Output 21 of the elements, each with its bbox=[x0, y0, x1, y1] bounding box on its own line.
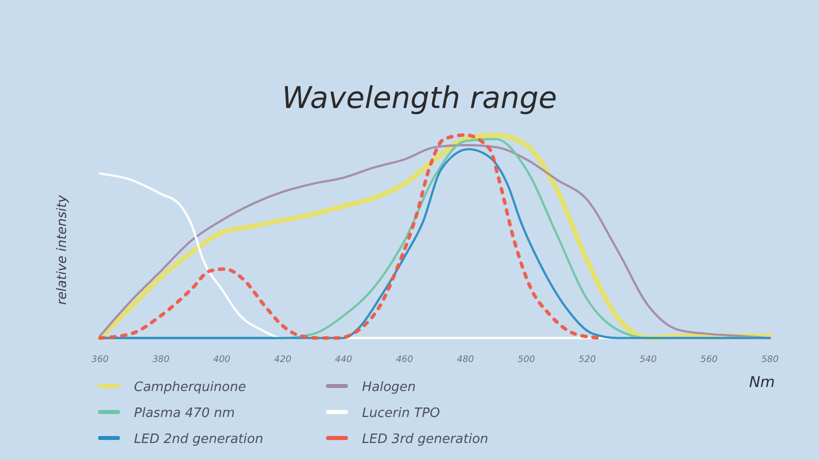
x-tick-label: 380 bbox=[152, 355, 170, 365]
x-tick-label: 360 bbox=[91, 355, 109, 365]
y-axis-title: relative intensity bbox=[55, 194, 70, 305]
legend-label: LED 3rd generation bbox=[362, 432, 488, 447]
x-tick-label: 480 bbox=[456, 355, 474, 365]
chart-title: Wavelength range bbox=[282, 81, 558, 116]
legend-label: Lucerin TPO bbox=[362, 406, 440, 421]
x-tick-label: 520 bbox=[578, 355, 596, 365]
legend-label: Campherquinone bbox=[134, 380, 246, 395]
x-tick-label: 420 bbox=[274, 355, 292, 365]
x-tick-label: 540 bbox=[640, 355, 658, 365]
x-tick-label: 460 bbox=[396, 355, 414, 365]
x-tick-label: 400 bbox=[213, 355, 231, 365]
x-tick-label: 440 bbox=[335, 355, 352, 365]
legend-label: Plasma 470 nm bbox=[134, 406, 235, 421]
legend-label: LED 2nd generation bbox=[134, 432, 264, 447]
x-tick-label: 580 bbox=[761, 355, 779, 365]
x-tick-label: 500 bbox=[518, 355, 536, 365]
x-tick-label: 560 bbox=[700, 355, 718, 365]
legend-label: Halogen bbox=[362, 380, 416, 395]
x-axis-title: Nm bbox=[749, 373, 775, 391]
